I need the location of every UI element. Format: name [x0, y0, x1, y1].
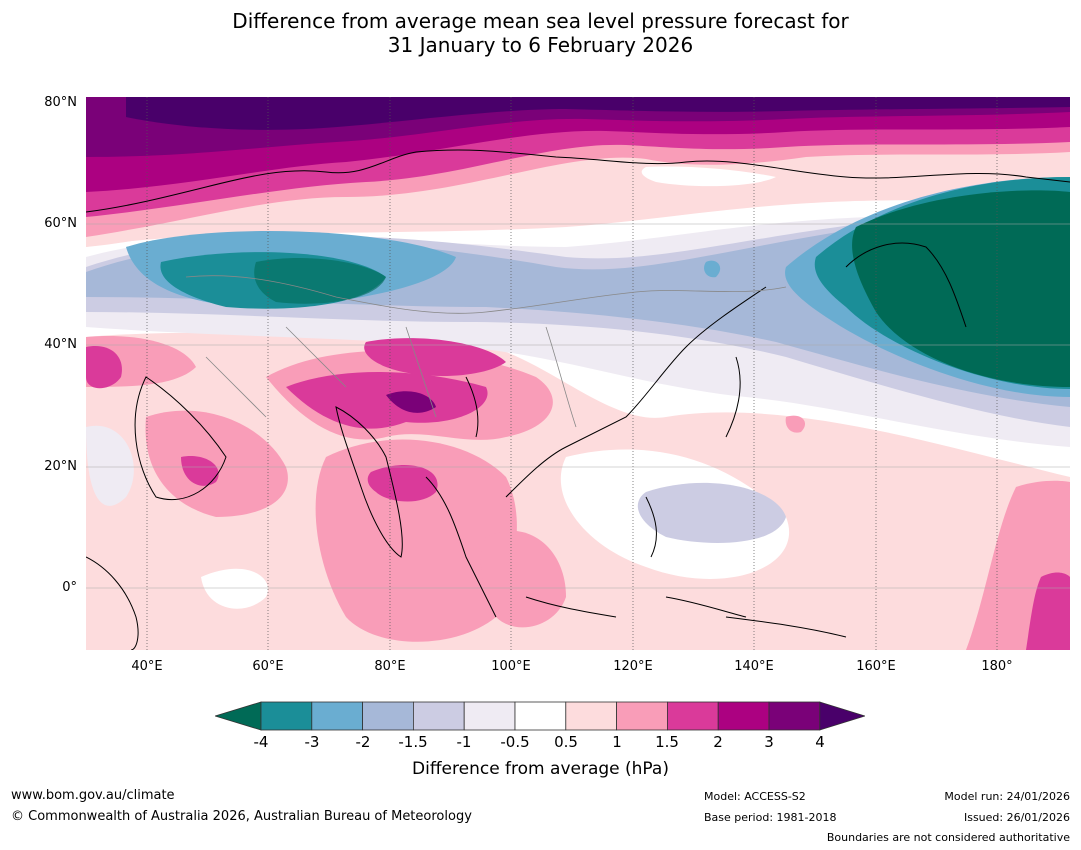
colorbar-tick: -0.5 [500, 733, 530, 751]
country-borders [185, 275, 787, 428]
lon-label-100e: 100°E [491, 659, 531, 674]
colorbar-tick: 1 [612, 733, 622, 751]
colorbar-segment [616, 701, 668, 731]
colorbar-extend-low [215, 701, 262, 731]
colorbar-segment [412, 701, 465, 731]
lon-label-80e: 80°E [374, 659, 406, 674]
graticule-lat [86, 223, 1070, 589]
lat-label-40n: 40°N [44, 337, 77, 352]
issued-date: Issued: 26/01/2026 [963, 811, 1070, 824]
boundary-disclaimer: Boundaries are not considered authoritat… [826, 831, 1070, 844]
colorbar-tick: -1 [456, 733, 472, 751]
colorbar-tick: -3 [304, 733, 320, 751]
colorbar-segment [717, 701, 770, 731]
colorbar-tick: -4 [253, 733, 269, 751]
colorbar-tick: 0.5 [554, 733, 578, 751]
colorbar-tick: 1.5 [655, 733, 679, 751]
colorbar-tick: 4 [815, 733, 825, 751]
lon-label-120e: 120°E [613, 659, 653, 674]
pressure-anomaly-map [86, 97, 1070, 650]
colorbar-extend-high [819, 701, 865, 731]
colorbar-segment [311, 701, 364, 731]
lon-label-160e: 160°E [856, 659, 896, 674]
colorbar-tick: 2 [713, 733, 723, 751]
colorbar-segment [260, 701, 313, 731]
coastlines [86, 149, 1070, 650]
colorbar-segment [362, 701, 414, 731]
colorbar-segment [666, 701, 719, 731]
colorbar-tick: -1.5 [398, 733, 428, 751]
model-name: Model: ACCESS-S2 [704, 790, 806, 803]
colorbar [215, 701, 865, 731]
colorbar-tick: 3 [764, 733, 774, 751]
title-line-2: 31 January to 6 February 2026 [387, 33, 694, 57]
lon-label-40e: 40°E [131, 659, 163, 674]
base-period: Base period: 1981-2018 [704, 811, 837, 824]
colorbar-segment [514, 701, 567, 731]
lat-label-80n: 80°N [44, 95, 77, 110]
lon-label-60e: 60°E [252, 659, 284, 674]
title-line-1: Difference from average mean sea level p… [232, 9, 849, 33]
copyright-text: © Commonwealth of Australia 2026, Austra… [11, 809, 472, 824]
colorbar-segment [565, 701, 617, 731]
website-link[interactable]: www.bom.gov.au/climate [11, 788, 175, 803]
colorbar-segment [768, 701, 821, 731]
model-run-date: Model run: 24/01/2026 [944, 790, 1070, 803]
anomaly-fields [86, 97, 1070, 650]
map-title: Difference from average mean sea level p… [0, 9, 1081, 57]
lon-label-140e: 140°E [734, 659, 774, 674]
colorbar-tick: -2 [355, 733, 371, 751]
colorbar-segment [463, 701, 516, 731]
graticule [146, 97, 998, 650]
lon-label-180: 180° [981, 659, 1013, 674]
lat-label-0: 0° [62, 580, 77, 595]
lat-label-60n: 60°N [44, 216, 77, 231]
colorbar-label: Difference from average (hPa) [412, 759, 669, 779]
lat-label-20n: 20°N [44, 459, 77, 474]
